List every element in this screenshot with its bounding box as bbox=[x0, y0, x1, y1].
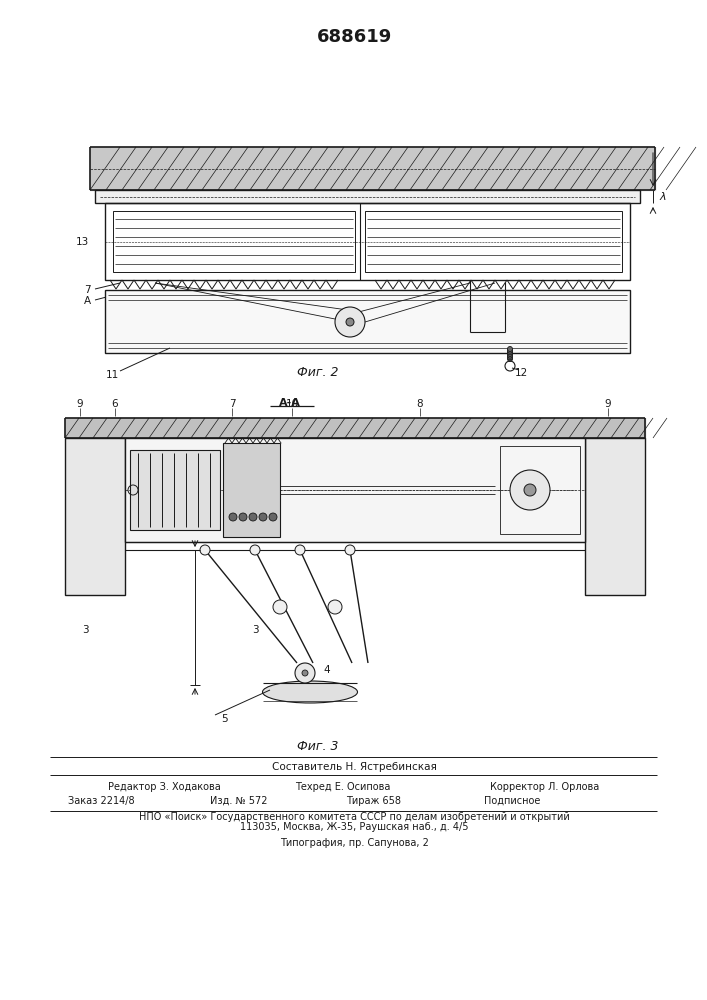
Text: Фиг. 2: Фиг. 2 bbox=[297, 366, 339, 379]
Text: 688619: 688619 bbox=[316, 28, 392, 46]
Text: Составитель Н. Ястребинская: Составитель Н. Ястребинская bbox=[271, 762, 436, 772]
Circle shape bbox=[295, 545, 305, 555]
Circle shape bbox=[345, 545, 355, 555]
Text: 6: 6 bbox=[112, 399, 118, 409]
Circle shape bbox=[250, 545, 260, 555]
Text: 8: 8 bbox=[416, 399, 423, 409]
Text: А: А bbox=[83, 296, 90, 306]
Bar bbox=[65, 438, 125, 595]
Text: Тираж 658: Тираж 658 bbox=[346, 796, 401, 806]
Circle shape bbox=[302, 670, 308, 676]
Text: Фиг. 3: Фиг. 3 bbox=[297, 740, 339, 754]
Circle shape bbox=[273, 600, 287, 614]
Text: 7: 7 bbox=[83, 285, 90, 295]
Circle shape bbox=[508, 350, 513, 355]
Circle shape bbox=[508, 353, 513, 358]
Text: 3: 3 bbox=[252, 625, 258, 635]
Text: Подписное: Подписное bbox=[484, 796, 540, 806]
Text: Заказ 2214/8: Заказ 2214/8 bbox=[68, 796, 134, 806]
Text: 13: 13 bbox=[76, 237, 88, 247]
Circle shape bbox=[510, 470, 550, 510]
Text: 113035, Москва, Ж-35, Раушская наб., д. 4/5: 113035, Москва, Ж-35, Раушская наб., д. … bbox=[240, 822, 468, 832]
Text: Техред Е. Осипова: Техред Е. Осипова bbox=[295, 782, 390, 792]
Text: Корректор Л. Орлова: Корректор Л. Орлова bbox=[490, 782, 600, 792]
Bar bbox=[105, 290, 630, 353]
Circle shape bbox=[335, 307, 365, 337]
Bar bbox=[365, 211, 622, 272]
Circle shape bbox=[524, 484, 536, 496]
Circle shape bbox=[346, 318, 354, 326]
Circle shape bbox=[508, 357, 513, 361]
Text: 11: 11 bbox=[105, 370, 119, 380]
Bar bbox=[113, 211, 355, 272]
Text: А-А: А-А bbox=[279, 398, 301, 408]
Bar bbox=[223, 443, 280, 537]
Bar bbox=[130, 450, 220, 530]
Circle shape bbox=[508, 352, 513, 357]
Text: Изд. № 572: Изд. № 572 bbox=[210, 796, 267, 806]
Bar bbox=[95, 190, 640, 203]
Text: Редактор З. Ходакова: Редактор З. Ходакова bbox=[108, 782, 221, 792]
Bar bbox=[125, 438, 585, 542]
Bar bbox=[500, 446, 580, 534]
Text: 5: 5 bbox=[222, 714, 228, 724]
Circle shape bbox=[269, 513, 277, 521]
Bar bbox=[585, 438, 645, 595]
Circle shape bbox=[508, 347, 513, 352]
Text: Типография, пр. Сапунова, 2: Типография, пр. Сапунова, 2 bbox=[279, 838, 428, 848]
Circle shape bbox=[229, 513, 237, 521]
Bar bbox=[105, 203, 630, 280]
Ellipse shape bbox=[262, 681, 358, 703]
Circle shape bbox=[508, 355, 513, 360]
Text: 4: 4 bbox=[324, 665, 330, 675]
Circle shape bbox=[239, 513, 247, 521]
Circle shape bbox=[328, 600, 342, 614]
Text: 7: 7 bbox=[228, 399, 235, 409]
Text: 10: 10 bbox=[286, 399, 298, 409]
Circle shape bbox=[259, 513, 267, 521]
Text: НПО «Поиск» Государственного комитета СССР по делам изобретений и открытий: НПО «Поиск» Государственного комитета СС… bbox=[139, 812, 569, 822]
Circle shape bbox=[508, 348, 513, 353]
Text: 9: 9 bbox=[604, 399, 612, 409]
Circle shape bbox=[200, 545, 210, 555]
Text: 3: 3 bbox=[82, 625, 88, 635]
Text: 12: 12 bbox=[515, 368, 527, 378]
Text: λ: λ bbox=[660, 192, 666, 202]
Circle shape bbox=[295, 663, 315, 683]
Text: 9: 9 bbox=[76, 399, 83, 409]
Circle shape bbox=[249, 513, 257, 521]
